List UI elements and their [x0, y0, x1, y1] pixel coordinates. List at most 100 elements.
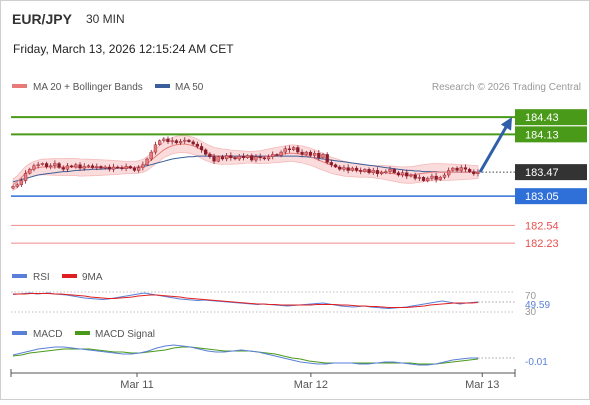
forecast-arrow-shaft — [478, 126, 508, 173]
candle — [166, 136, 170, 145]
candle — [95, 163, 99, 171]
candle — [99, 165, 103, 170]
candle-body — [157, 140, 162, 145]
ma50-line — [12, 155, 478, 183]
candle-body — [430, 175, 434, 179]
candle — [65, 162, 70, 172]
candle — [380, 170, 384, 176]
candle-body — [65, 165, 70, 170]
candle-body — [354, 167, 359, 171]
candle — [203, 148, 208, 156]
candle-body — [61, 167, 65, 170]
candle-body — [463, 167, 468, 170]
candle — [266, 154, 271, 161]
candle — [174, 139, 178, 145]
candle — [472, 169, 476, 176]
candle-body — [241, 155, 246, 159]
candle-body — [468, 169, 472, 172]
candle-body — [329, 162, 333, 165]
candle — [463, 164, 468, 173]
timeframe-label: 30 MIN — [86, 12, 125, 26]
candle — [354, 165, 359, 173]
candle-body — [472, 171, 476, 175]
candle — [283, 146, 287, 155]
candle-body — [23, 173, 28, 181]
candle — [413, 172, 417, 181]
candle — [153, 141, 158, 155]
candle — [296, 145, 300, 155]
candle-body — [275, 154, 279, 156]
candle — [187, 138, 191, 143]
candle — [329, 159, 333, 168]
candle-body — [11, 186, 15, 189]
candle — [392, 168, 396, 174]
candle-body — [15, 184, 19, 187]
candle-body — [141, 164, 145, 168]
candle-body — [128, 166, 132, 169]
candle-body — [19, 180, 23, 185]
moving-averages — [12, 143, 478, 186]
candle-body — [262, 157, 266, 160]
candle — [49, 163, 53, 170]
candle-body — [57, 163, 61, 168]
candle — [86, 164, 91, 168]
candle-body — [170, 140, 174, 142]
candle-body — [216, 156, 220, 162]
candle-body — [392, 169, 396, 173]
candle-body — [426, 178, 430, 181]
candle-body — [363, 169, 367, 172]
candle — [141, 161, 145, 171]
candle-body — [266, 156, 271, 160]
candle — [245, 154, 250, 159]
candle — [241, 153, 246, 161]
candle — [333, 163, 338, 169]
candle — [375, 167, 380, 177]
candle-body — [111, 166, 116, 170]
candle-body — [245, 155, 250, 158]
candle — [191, 139, 195, 146]
candle — [417, 174, 421, 182]
candle-body — [187, 139, 191, 143]
candle-body — [149, 151, 153, 160]
candle — [434, 172, 438, 183]
candle-body — [388, 169, 392, 172]
candle — [459, 165, 463, 173]
candle-body — [304, 151, 308, 155]
candle-body — [116, 166, 120, 169]
candle-body — [250, 155, 254, 161]
ma50-legend-label: MA 50 — [175, 82, 204, 93]
candle-body — [396, 172, 401, 176]
candle — [32, 163, 36, 172]
rsi-last-value: 49.59 — [525, 300, 550, 311]
candle-body — [455, 167, 459, 171]
candle — [107, 164, 112, 172]
candle — [124, 163, 128, 172]
rsi-9ma-legend-swatch — [62, 274, 77, 278]
candle — [300, 149, 304, 157]
candle — [233, 156, 237, 161]
candle — [279, 150, 283, 158]
candle-body — [384, 171, 388, 173]
candle — [438, 175, 442, 181]
candle-body — [405, 172, 409, 177]
macd-signal-legend-swatch — [75, 331, 90, 335]
macd-panel — [12, 344, 515, 366]
candle — [304, 150, 308, 156]
candle — [346, 164, 350, 174]
candle-body — [166, 138, 170, 142]
candle — [237, 153, 241, 161]
candle — [216, 155, 220, 163]
candle — [275, 153, 279, 157]
candle-body — [78, 164, 82, 169]
ma50-legend-swatch — [155, 84, 170, 88]
candle — [178, 139, 183, 145]
candle — [388, 166, 392, 175]
ma20-legend-label: MA 20 + Bollinger Bands — [33, 82, 143, 93]
candle-body — [153, 144, 158, 153]
candle-body — [103, 166, 107, 169]
macd-legend-swatch — [12, 331, 27, 335]
candle — [338, 165, 342, 171]
support-label: 183.05 — [525, 191, 559, 203]
x-axis-tick-label: Mar 11 — [120, 379, 153, 391]
